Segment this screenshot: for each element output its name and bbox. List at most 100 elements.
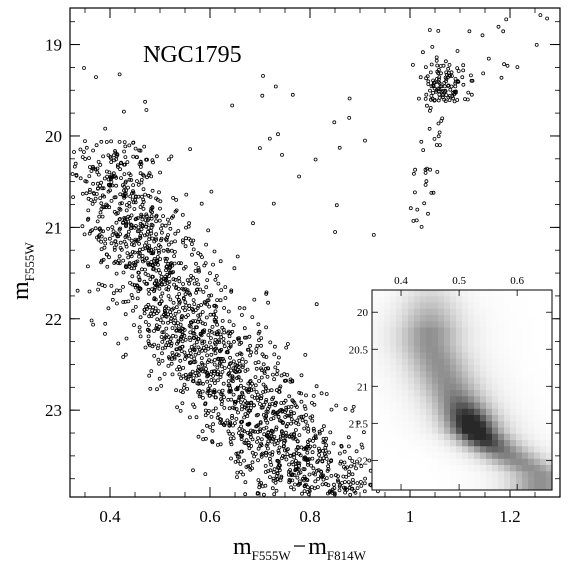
star-point xyxy=(261,492,266,497)
star-point xyxy=(271,416,276,421)
star-point xyxy=(96,186,100,191)
density-cell xyxy=(426,433,433,441)
star-point xyxy=(106,182,111,187)
density-cell xyxy=(504,415,511,422)
density-cell xyxy=(426,396,433,404)
density-cell xyxy=(468,402,475,410)
density-cell xyxy=(378,365,385,372)
density-cell xyxy=(504,452,511,460)
density-cell xyxy=(378,308,385,316)
star-point xyxy=(121,270,126,275)
star-point xyxy=(266,435,271,440)
star-point xyxy=(257,379,262,383)
star-point xyxy=(127,236,132,241)
star-point xyxy=(200,369,205,374)
star-point xyxy=(499,75,504,80)
density-cell xyxy=(516,308,523,316)
star-point xyxy=(168,226,173,231)
density-cell xyxy=(420,302,427,310)
density-cell xyxy=(450,421,457,429)
density-cell xyxy=(534,440,541,447)
density-cell xyxy=(540,302,547,310)
density-cell xyxy=(372,327,379,335)
star-point xyxy=(208,271,212,276)
density-cell xyxy=(456,427,463,435)
star-point xyxy=(261,362,266,367)
density-cell xyxy=(390,415,397,422)
density-cell xyxy=(396,383,403,391)
density-cell xyxy=(540,383,547,391)
star-point xyxy=(328,430,333,435)
star-point xyxy=(110,233,115,237)
star-point xyxy=(353,490,358,495)
density-cell xyxy=(510,408,517,416)
star-point xyxy=(138,315,143,320)
star-point xyxy=(138,148,143,153)
star-point xyxy=(91,148,95,153)
density-cell xyxy=(516,302,523,310)
star-point xyxy=(80,224,85,229)
star-point xyxy=(91,181,95,186)
star-point xyxy=(269,436,274,441)
density-cell xyxy=(522,358,529,366)
star-point xyxy=(229,397,234,402)
density-cell xyxy=(534,477,541,485)
density-cell xyxy=(504,371,511,379)
star-point xyxy=(178,367,182,372)
star-point xyxy=(199,356,204,361)
star-point xyxy=(75,288,80,293)
star-point xyxy=(109,198,114,203)
density-cell xyxy=(378,346,385,354)
density-cell xyxy=(390,383,397,391)
density-cell xyxy=(432,465,439,472)
density-cell xyxy=(504,352,511,360)
density-cell xyxy=(420,327,427,335)
density-cell xyxy=(402,333,409,341)
density-cell xyxy=(474,446,481,454)
density-cell xyxy=(492,477,499,485)
star-point xyxy=(231,359,236,364)
density-cell xyxy=(498,321,505,329)
star-point xyxy=(174,352,179,357)
star-point xyxy=(232,406,237,411)
density-cell xyxy=(414,415,421,422)
star-point xyxy=(335,478,340,483)
star-point xyxy=(96,287,100,292)
star-point xyxy=(191,275,196,280)
star-point xyxy=(305,478,310,483)
star-point xyxy=(99,247,104,252)
star-point xyxy=(183,337,188,342)
star-point xyxy=(108,236,112,241)
star-point xyxy=(412,190,417,195)
star-point xyxy=(236,397,241,402)
density-cell xyxy=(480,471,487,479)
star-point xyxy=(181,385,186,390)
star-point xyxy=(144,222,149,227)
density-cell xyxy=(432,321,439,329)
star-point xyxy=(129,238,134,243)
star-point xyxy=(176,261,181,266)
density-cell xyxy=(456,471,463,479)
star-point xyxy=(266,366,271,371)
star-point xyxy=(217,340,222,345)
density-cell xyxy=(384,296,391,304)
density-cell xyxy=(492,346,499,354)
density-cell xyxy=(456,421,463,429)
density-cell xyxy=(546,415,553,422)
star-point xyxy=(212,347,216,352)
star-point xyxy=(224,350,229,355)
star-point xyxy=(189,242,194,247)
star-point xyxy=(314,384,319,389)
density-cell xyxy=(516,440,523,447)
density-cell xyxy=(444,458,451,466)
star-point xyxy=(155,254,160,259)
density-cell xyxy=(384,415,391,422)
star-point xyxy=(159,230,164,235)
density-cell xyxy=(516,390,523,397)
star-point xyxy=(256,436,261,441)
density-cell xyxy=(372,415,379,422)
star-point xyxy=(74,173,79,178)
density-cell xyxy=(408,471,415,479)
star-point xyxy=(140,202,145,207)
density-cell xyxy=(438,340,445,347)
